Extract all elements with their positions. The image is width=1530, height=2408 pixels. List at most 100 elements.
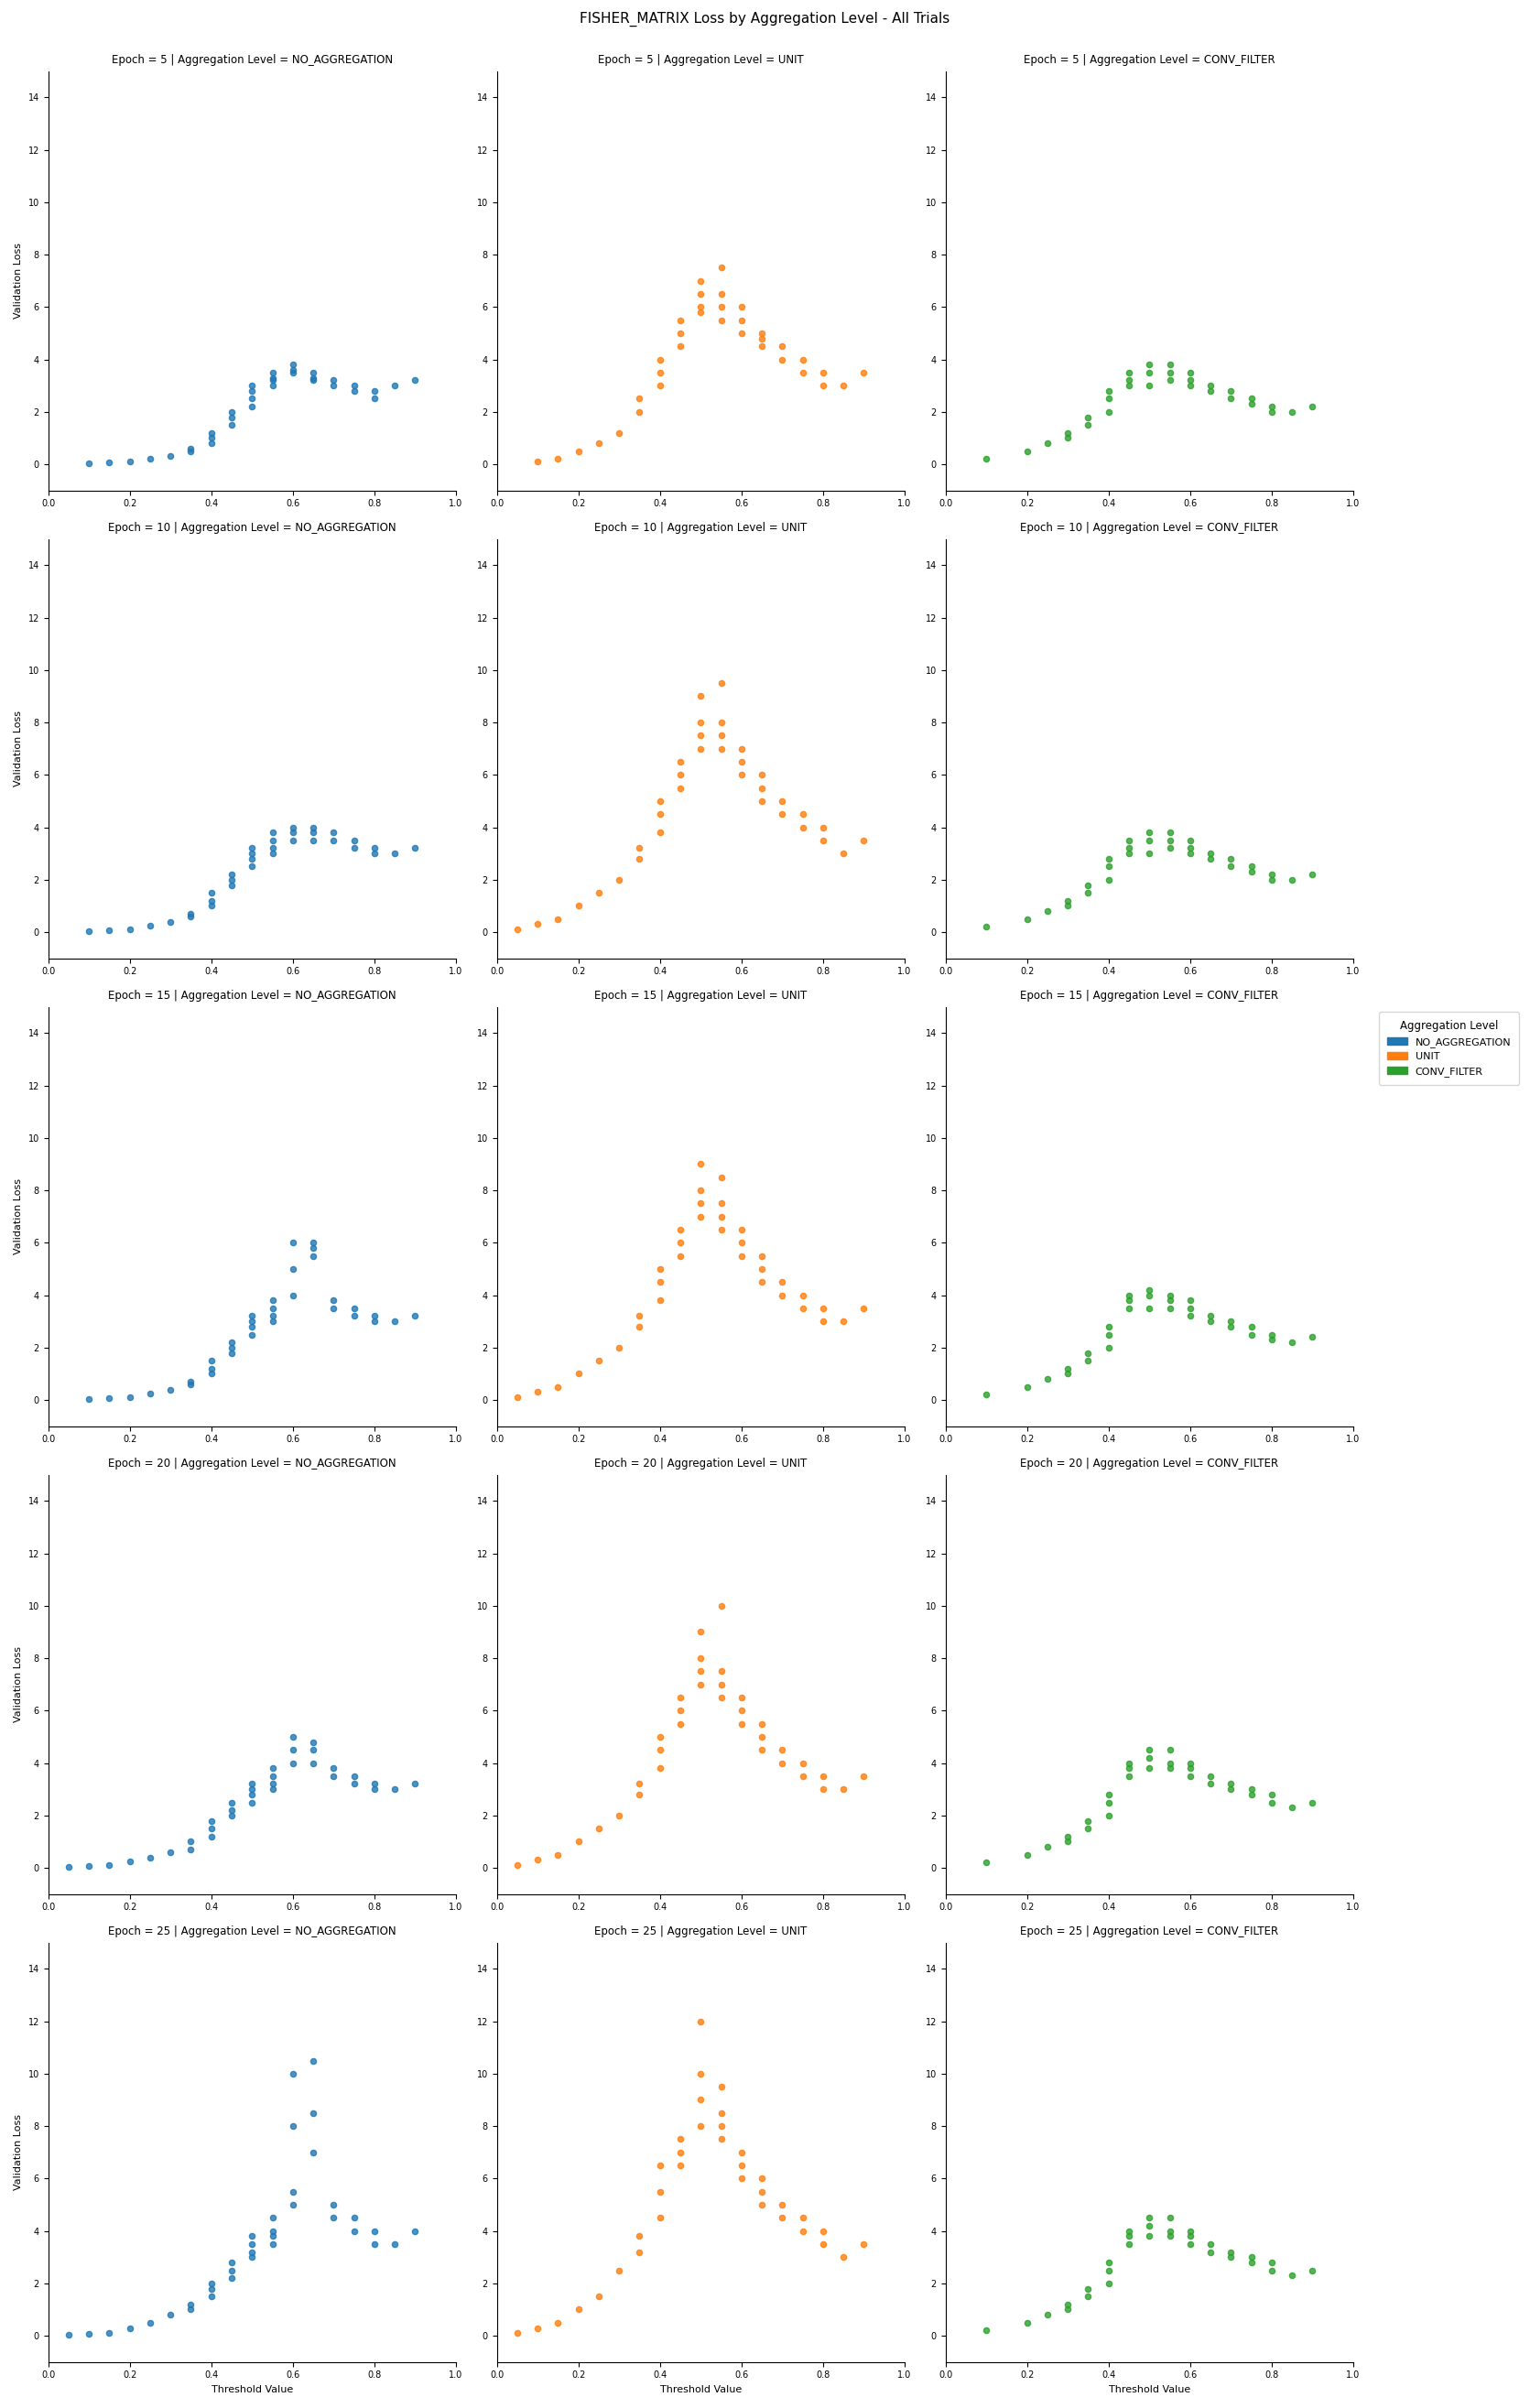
X-axis label: Threshold Value: Threshold Value [659, 2384, 742, 2394]
Point [1158, 2211, 1183, 2249]
Point [669, 1211, 693, 1250]
Point [260, 814, 285, 852]
Point [301, 1238, 326, 1276]
Point [975, 441, 999, 479]
Point [1117, 2218, 1141, 2256]
Point [750, 1731, 774, 1770]
Point [647, 2199, 672, 2237]
Point [240, 1303, 265, 1341]
Point [1137, 1748, 1161, 1787]
Point [57, 2314, 81, 2353]
Point [1158, 361, 1183, 400]
Point [647, 2146, 672, 2184]
Point [1137, 2199, 1161, 2237]
Point [1014, 901, 1039, 939]
Point [1218, 840, 1242, 879]
Point [669, 301, 693, 340]
Point [688, 275, 713, 313]
Point [179, 1823, 203, 1861]
Point [1198, 1298, 1222, 1336]
Point [138, 905, 162, 944]
Point [647, 1250, 672, 1288]
Point [76, 1847, 101, 1885]
Point [158, 2295, 182, 2333]
Point [586, 1808, 610, 1847]
Point [219, 855, 243, 893]
Point [1259, 393, 1284, 431]
Text: FISHER_MATRIX Loss by Aggregation Level - All Trials: FISHER_MATRIX Loss by Aggregation Level … [580, 12, 950, 26]
Point [240, 388, 265, 426]
Point [566, 886, 591, 925]
Point [1076, 1808, 1100, 1847]
Point [708, 2093, 733, 2131]
Point [1239, 1775, 1264, 1813]
Point [1218, 2237, 1242, 2276]
Point [1259, 1320, 1284, 1358]
Point [118, 1377, 142, 1416]
Point [546, 1835, 571, 1873]
Point [669, 768, 693, 807]
Point [669, 1705, 693, 1743]
Point [566, 1356, 591, 1394]
Point [1259, 860, 1284, 898]
Point [199, 2268, 223, 2307]
Point [1259, 1315, 1284, 1353]
Point [1137, 1739, 1161, 1777]
Point [301, 1223, 326, 1262]
Point [341, 366, 366, 405]
Point [546, 2304, 571, 2343]
Point [831, 833, 855, 872]
Point [1117, 361, 1141, 400]
Point [688, 1652, 713, 1690]
Point [301, 2093, 326, 2131]
Point [688, 2001, 713, 2040]
Point [301, 1743, 326, 1782]
Point [1158, 344, 1183, 383]
Point [240, 828, 265, 867]
Point [1178, 1748, 1203, 1787]
Point [730, 1238, 754, 1276]
Point [260, 1298, 285, 1336]
Point [199, 1801, 223, 1840]
Point [750, 1250, 774, 1288]
Point [1137, 1276, 1161, 1315]
Point [975, 1845, 999, 1883]
Point [1158, 1288, 1183, 1327]
Point [791, 2199, 815, 2237]
Title: Epoch = 10 | Aggregation Level = UNIT: Epoch = 10 | Aggregation Level = UNIT [594, 523, 806, 535]
Point [260, 1281, 285, 1320]
Point [708, 703, 733, 742]
Point [96, 1380, 121, 1418]
Point [505, 1377, 529, 1416]
Point [280, 2172, 304, 2211]
Point [1097, 371, 1121, 409]
Point [301, 821, 326, 860]
Point [219, 860, 243, 898]
Point [280, 1276, 304, 1315]
Point [240, 1775, 265, 1813]
Point [669, 1223, 693, 1262]
Point [1097, 2264, 1121, 2302]
Point [1137, 1271, 1161, 1310]
Point [260, 821, 285, 860]
Point [1178, 833, 1203, 872]
Point [1076, 1341, 1100, 1380]
Point [240, 371, 265, 409]
Point [1036, 1828, 1060, 1866]
Point [770, 1731, 794, 1770]
Point [730, 2146, 754, 2184]
Point [770, 2199, 794, 2237]
Y-axis label: Validation Loss: Validation Loss [14, 710, 23, 787]
Point [1178, 1758, 1203, 1796]
Point [219, 2251, 243, 2290]
Point [219, 1334, 243, 1373]
Point [240, 380, 265, 419]
Point [730, 756, 754, 795]
Point [260, 354, 285, 393]
Point [811, 1758, 835, 1796]
Point [688, 294, 713, 332]
Point [586, 424, 610, 462]
Point [730, 730, 754, 768]
Point [260, 833, 285, 872]
Point [607, 2251, 632, 2290]
